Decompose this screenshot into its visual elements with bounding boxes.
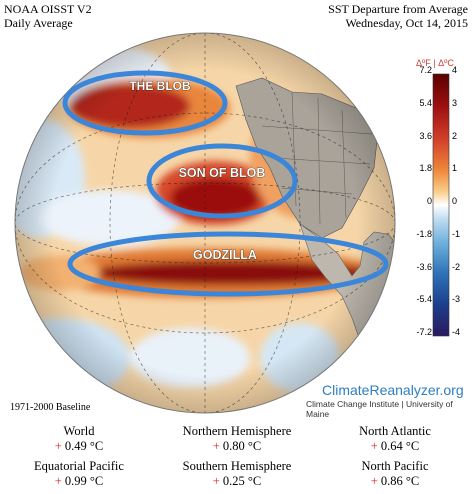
stat-label: Northern Hemisphere xyxy=(182,424,292,438)
stat-north-pacific: North Pacific + 0.86 °C xyxy=(320,459,470,489)
baseline-note: 1971-2000 Baseline xyxy=(10,402,91,413)
positive-sign: + xyxy=(370,474,378,488)
positive-sign: + xyxy=(54,439,62,453)
positive-sign: + xyxy=(54,474,62,488)
scale-tick-f: -7.2 xyxy=(416,327,432,337)
scale-tick-c: 1 xyxy=(452,163,458,174)
son-of-blob-outline xyxy=(146,143,298,219)
scale-tick-f: 1.8 xyxy=(419,163,432,174)
sst-anomaly-field xyxy=(15,33,395,413)
stat-value: + 0.49 °C xyxy=(54,439,104,453)
stat-label: North Atlantic xyxy=(359,424,431,438)
stat-label: Equatorial Pacific xyxy=(34,459,124,473)
scale-tick-c: -1 xyxy=(452,228,461,239)
stat-value: + 0.86 °C xyxy=(370,474,420,488)
scale-tick-f: -3.6 xyxy=(416,261,432,272)
scale-unit-header: ΔºF | ΔºC xyxy=(416,58,454,68)
stat-world: World + 0.49 °C xyxy=(0,424,158,454)
dataset-subtitle: Daily Average xyxy=(4,16,73,30)
scale-tick-c: 2 xyxy=(452,130,458,141)
stat-value: + 0.99 °C xyxy=(54,474,104,488)
globe-map: THE BLOB SON OF BLOB GODZILLA xyxy=(0,28,410,418)
stat-value: + 0.25 °C xyxy=(212,474,262,488)
positive-sign: + xyxy=(370,439,378,453)
blob-outline xyxy=(62,70,228,136)
scale-tick-f: -5.4 xyxy=(416,294,432,305)
map-date: Wednesday, Oct 14, 2015 xyxy=(345,16,468,30)
scale-tick-c: 0 xyxy=(452,196,458,206)
son-of-blob-label: SON OF BLOB xyxy=(179,166,266,180)
blob-label: THE BLOB xyxy=(129,79,191,93)
scale-tick-f: 0 xyxy=(426,196,432,206)
scale-tick-c: -3 xyxy=(452,294,461,305)
stat-northern-hemisphere: Northern Hemisphere + 0.80 °C xyxy=(140,424,334,454)
godzilla-label: GODZILLA xyxy=(193,248,257,262)
climate-reanalyzer-logo: ClimateReanalyzer.org xyxy=(322,382,464,398)
stat-label: North Pacific xyxy=(361,459,429,473)
scale-tick-f: 7.2 xyxy=(419,65,432,75)
stat-label: Southern Hemisphere xyxy=(182,459,292,473)
positive-sign: + xyxy=(212,439,220,453)
scale-tick-c: 4 xyxy=(452,65,458,75)
positive-sign: + xyxy=(212,474,220,488)
header-left: NOAA OISST V2 Daily Average xyxy=(4,2,92,30)
stat-value: + 0.64 °C xyxy=(370,439,420,453)
color-scale xyxy=(432,73,450,337)
scale-tick-f: 5.4 xyxy=(419,97,432,108)
stat-north-atlantic: North Atlantic + 0.64 °C xyxy=(320,424,470,454)
stat-label: World xyxy=(63,424,95,438)
stat-southern-hemisphere: Southern Hemisphere + 0.25 °C xyxy=(140,459,334,489)
scale-tick-f: 3.6 xyxy=(419,130,432,141)
header-right: SST Departure from Average Wednesday, Oc… xyxy=(328,2,468,30)
dataset-title: NOAA OISST V2 xyxy=(4,2,92,16)
color-bar xyxy=(432,73,450,337)
scale-tick-c: 3 xyxy=(452,97,458,108)
godzilla-outline xyxy=(67,231,389,297)
map-title: SST Departure from Average xyxy=(328,2,468,16)
stat-value: + 0.80 °C xyxy=(212,439,262,453)
scale-tick-c: -2 xyxy=(452,261,461,272)
scale-tick-c: -4 xyxy=(452,327,461,337)
institute-credit: Climate Change Institute | University of… xyxy=(306,399,453,419)
stat-equatorial-pacific: Equatorial Pacific + 0.99 °C xyxy=(0,459,158,489)
scale-tick-f: -1.8 xyxy=(416,228,432,239)
